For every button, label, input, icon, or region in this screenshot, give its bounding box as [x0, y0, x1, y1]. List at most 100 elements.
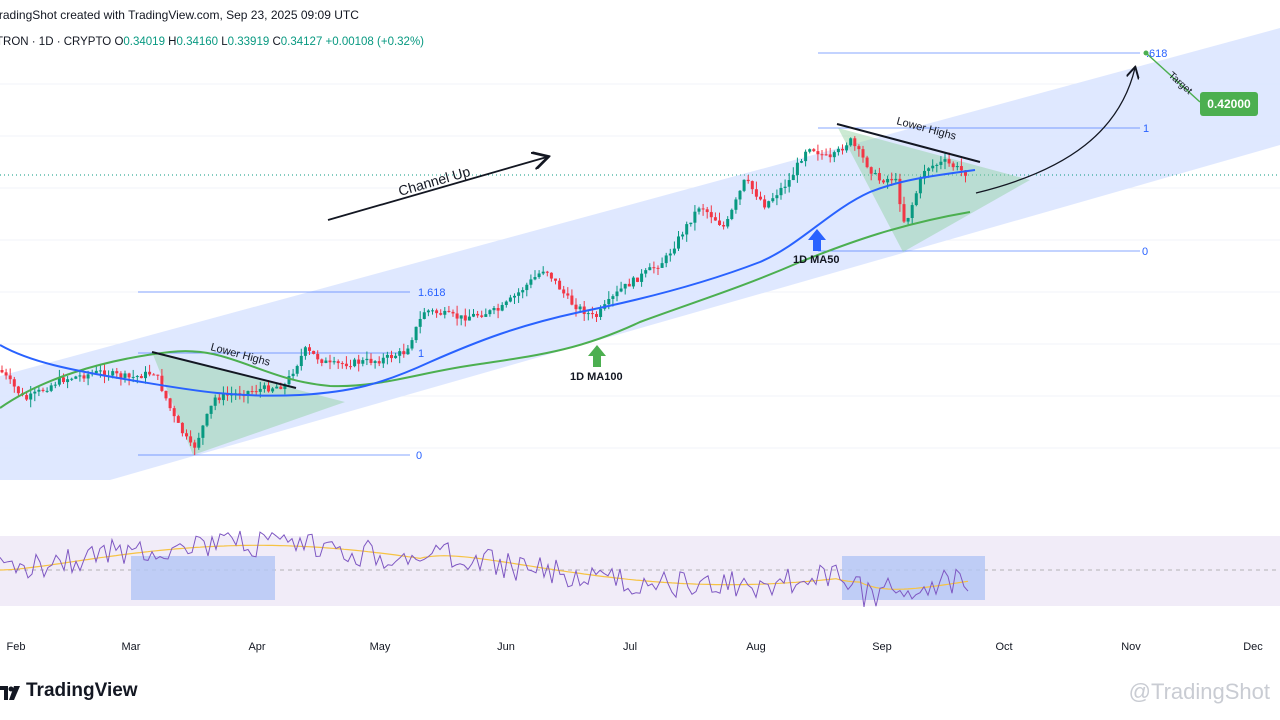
candle-body — [566, 293, 570, 296]
candle-body — [787, 180, 791, 187]
candle-body — [759, 196, 762, 200]
x-tick-nov: Nov — [1121, 641, 1141, 653]
candle-body — [947, 159, 951, 164]
candle-body — [533, 277, 537, 280]
candle-body — [131, 376, 135, 378]
candle-body — [103, 370, 106, 377]
symbol-name[interactable]: TRON · 1D · CRYPTO — [0, 36, 112, 48]
candle-body — [82, 375, 86, 379]
candle-body — [185, 433, 188, 437]
candle-body — [422, 312, 426, 319]
candle-body — [205, 413, 209, 426]
candle-body — [644, 270, 648, 274]
candle-body — [320, 359, 324, 363]
candle-body — [791, 175, 795, 181]
candle-body — [33, 391, 37, 394]
candle-body — [500, 304, 504, 311]
candle-body — [636, 277, 639, 282]
candle-body — [508, 297, 512, 302]
candle-body — [414, 326, 418, 341]
lower-highs-line-2 — [836, 123, 981, 163]
channel-up-band — [0, 28, 1280, 480]
candle-body — [521, 290, 525, 293]
candle-body — [246, 391, 250, 396]
candle-body — [681, 234, 685, 237]
candle-body — [873, 173, 877, 175]
rsi-ma-line — [0, 544, 969, 590]
candle-body — [258, 388, 262, 392]
candle-body — [209, 405, 213, 414]
lower-highs-line-1 — [151, 351, 297, 389]
x-tick-apr: Apr — [248, 641, 265, 653]
candle-body — [377, 361, 381, 364]
candle-body — [832, 152, 836, 158]
candle-body — [480, 315, 484, 317]
candle-body — [943, 159, 947, 162]
candle-body — [656, 267, 660, 269]
candle-body — [135, 376, 139, 378]
candle-body — [74, 376, 78, 379]
candle-body — [295, 366, 299, 374]
fib2-label-1: 1 — [1143, 123, 1149, 135]
x-tick-may: May — [370, 641, 391, 653]
candle-body — [25, 395, 29, 400]
candle-body — [0, 370, 4, 373]
x-tick-aug: Aug — [746, 641, 766, 653]
candle-body — [910, 205, 914, 218]
candle-body — [816, 151, 820, 155]
candle-body — [697, 208, 701, 212]
candle-body — [189, 436, 193, 443]
candle-body — [144, 371, 147, 379]
candle-body — [49, 385, 53, 391]
candle-body — [472, 313, 475, 317]
candle-body — [439, 313, 443, 315]
candle-body — [8, 375, 12, 380]
candle-body — [267, 385, 270, 392]
candle-body — [340, 363, 344, 365]
candle-body — [779, 187, 783, 196]
candle-body — [767, 201, 771, 208]
candle-body — [902, 204, 906, 222]
candle-body — [529, 279, 533, 285]
candle-body — [86, 374, 90, 379]
candle-body — [197, 437, 201, 448]
candle-body — [451, 311, 455, 314]
candle-body — [648, 267, 652, 271]
candle-body — [738, 190, 742, 200]
candle-body — [41, 389, 45, 391]
candle-body — [344, 363, 348, 367]
target-dot — [1143, 50, 1149, 56]
candle-body — [463, 315, 467, 321]
candle-body — [824, 154, 828, 156]
candle-body — [713, 217, 717, 221]
candle-body — [70, 378, 74, 380]
candle-body — [332, 361, 336, 363]
candle-body — [771, 198, 775, 202]
candle-body — [804, 151, 808, 162]
candle-body — [168, 398, 172, 409]
candle-body — [525, 284, 529, 291]
candle-body — [828, 154, 832, 158]
candle-body — [693, 211, 697, 223]
ohlc-high: H0.34160 — [168, 36, 219, 48]
candle-body — [611, 296, 615, 299]
candle-body — [726, 218, 730, 227]
candle-body — [640, 273, 644, 282]
candle-body — [574, 304, 578, 310]
ohlc-open: O0.34019 — [114, 36, 165, 48]
candle-body — [357, 359, 361, 364]
fib1-label-0: 0 — [416, 450, 422, 462]
candle-body — [894, 178, 898, 181]
candle-body — [127, 373, 131, 378]
candle-body — [935, 164, 939, 166]
candle-body — [746, 179, 750, 182]
chart-credit: TradingShot created with TradingView.com… — [0, 8, 359, 22]
candle-body — [193, 442, 197, 448]
candle-body — [390, 354, 393, 359]
candle-body — [361, 360, 365, 364]
candle-body — [53, 384, 57, 386]
candle-body — [504, 301, 508, 305]
tradingview-brand[interactable]: TradingView — [0, 680, 138, 702]
candle-body — [783, 186, 787, 188]
